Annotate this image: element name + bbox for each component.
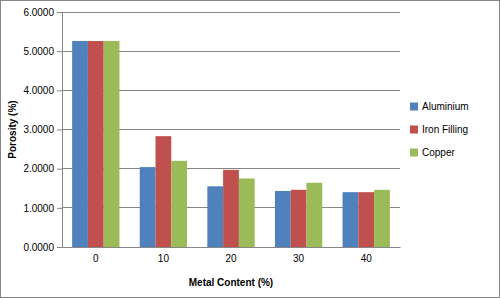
plot: 0.0000 1.0000 2.0000 3.0000 4.0000 5.0000 6.00… (23, 7, 400, 264)
x-tick: 30 (293, 253, 305, 264)
y-tick-mark (57, 51, 62, 52)
y-tick-label: 4.0000 (23, 85, 54, 96)
bar (171, 161, 187, 247)
y-tick-mark (57, 208, 62, 209)
x-tick-label: 20 (225, 253, 237, 264)
y-axis-line (62, 13, 63, 248)
y-tick: 6.0000 (23, 7, 62, 18)
y-tick: 2.0000 (23, 163, 62, 174)
legend-item: Copper (410, 147, 455, 158)
y-tick-mark (57, 130, 62, 131)
bar (291, 190, 307, 247)
legend-swatch (410, 126, 418, 134)
chart-border (1, 1, 500, 298)
x-axis-title: Metal Content (%) (189, 277, 273, 288)
bar-series (104, 41, 390, 247)
bar (104, 41, 120, 247)
chart: 0.0000 1.0000 2.0000 3.0000 4.0000 5.0000 6.00… (0, 0, 500, 298)
bar (239, 178, 255, 247)
bar (374, 190, 390, 247)
bar-series (88, 41, 374, 247)
bar (140, 167, 156, 247)
x-tick-label: 10 (158, 253, 170, 264)
x-axis: 0 10 20 30 40 (63, 248, 401, 265)
y-tick: 4.0000 (23, 85, 62, 96)
y-tick-label: 5.0000 (23, 46, 54, 57)
y-tick-label: 0.0000 (23, 242, 54, 253)
y-tick-label: 6.0000 (23, 7, 54, 18)
x-tick: 40 (361, 253, 373, 264)
bar (275, 191, 291, 247)
y-tick: 0.0000 (23, 242, 62, 253)
legend-label: Iron Filling (422, 124, 468, 135)
y-tick-mark (57, 169, 62, 170)
y-axis: 0.0000 1.0000 2.0000 3.0000 4.0000 5.0000 6.00… (23, 7, 62, 253)
bar (156, 136, 172, 247)
bar (306, 183, 322, 247)
legend-item: Aluminium (410, 101, 469, 112)
x-axis-line (63, 247, 401, 248)
x-tick-label: 40 (361, 253, 373, 264)
y-tick-mark (57, 12, 62, 13)
legend-swatch (410, 149, 418, 157)
y-tick-mark (57, 247, 62, 248)
bar (358, 192, 374, 247)
grid (62, 12, 400, 247)
bars (72, 41, 390, 247)
legend-item: Iron Filling (410, 124, 468, 135)
legend-label: Aluminium (422, 101, 469, 112)
y-tick-label: 2.0000 (23, 163, 54, 174)
legend-label: Copper (422, 147, 455, 158)
y-tick-mark (57, 90, 62, 91)
y-axis-title: Porosity (%) (7, 100, 18, 158)
y-tick: 3.0000 (23, 124, 62, 135)
bar (207, 186, 223, 247)
y-tick: 1.0000 (23, 203, 62, 214)
x-tick-label: 30 (293, 253, 305, 264)
legend-swatch (410, 103, 418, 111)
bar (88, 41, 104, 247)
grid-line (62, 12, 400, 13)
y-tick-label: 3.0000 (23, 124, 54, 135)
bar-series (72, 41, 358, 247)
bar (343, 192, 359, 247)
legend: Aluminium Iron Filling Copper (410, 101, 469, 158)
x-tick-label: 0 (93, 253, 99, 264)
bar (72, 41, 88, 247)
x-tick: 20 (225, 253, 237, 264)
x-tick: 0 (93, 253, 99, 264)
y-tick-label: 1.0000 (23, 203, 54, 214)
y-tick: 5.0000 (23, 46, 62, 57)
bar (223, 170, 239, 247)
x-tick: 10 (158, 253, 170, 264)
